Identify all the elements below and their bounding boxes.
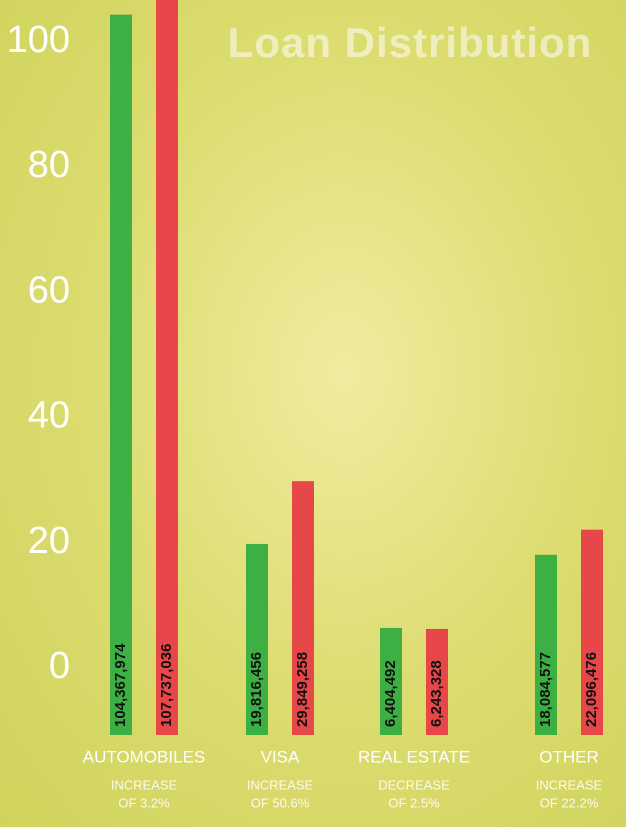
change-amount: OF 50.6% [251, 795, 310, 810]
value-label: 6,404,492 [382, 660, 399, 727]
x-tick-label: REAL ESTATE [358, 747, 470, 766]
chart-title: Loan Distribution [228, 19, 593, 66]
bar [110, 14, 132, 735]
change-amount: OF 2.5% [388, 795, 440, 810]
y-tick-label: 100 [7, 19, 70, 61]
value-label: 107,737,036 [158, 644, 175, 727]
bar [581, 529, 603, 735]
change-label: INCREASE [247, 777, 314, 792]
bar [426, 628, 448, 735]
change-amount: OF 3.2% [118, 795, 170, 810]
x-tick-label: AUTOMOBILES [83, 747, 206, 766]
value-label: 18,084,577 [537, 652, 554, 727]
y-tick-label: 40 [28, 395, 70, 437]
value-label: 22,096,476 [583, 652, 600, 727]
y-tick-label: 0 [49, 645, 70, 687]
y-tick-label: 60 [28, 269, 70, 311]
value-label: 104,367,974 [112, 643, 129, 727]
x-tick-label: VISA [261, 747, 300, 766]
change-amount: OF 22.2% [540, 795, 599, 810]
bar [246, 543, 268, 735]
y-tick-label: 80 [28, 144, 70, 186]
bar [292, 481, 314, 735]
y-tick-label: 20 [28, 520, 70, 562]
x-tick-label: OTHER [539, 747, 599, 766]
value-label: 6,243,328 [428, 660, 445, 727]
value-label: 29,849,258 [294, 652, 311, 727]
change-label: INCREASE [111, 777, 178, 792]
change-label: DECREASE [378, 777, 450, 792]
bar [156, 0, 178, 735]
bar [380, 627, 402, 735]
value-label: 19,816,456 [248, 652, 265, 727]
change-label: INCREASE [536, 777, 603, 792]
bar [535, 554, 557, 735]
